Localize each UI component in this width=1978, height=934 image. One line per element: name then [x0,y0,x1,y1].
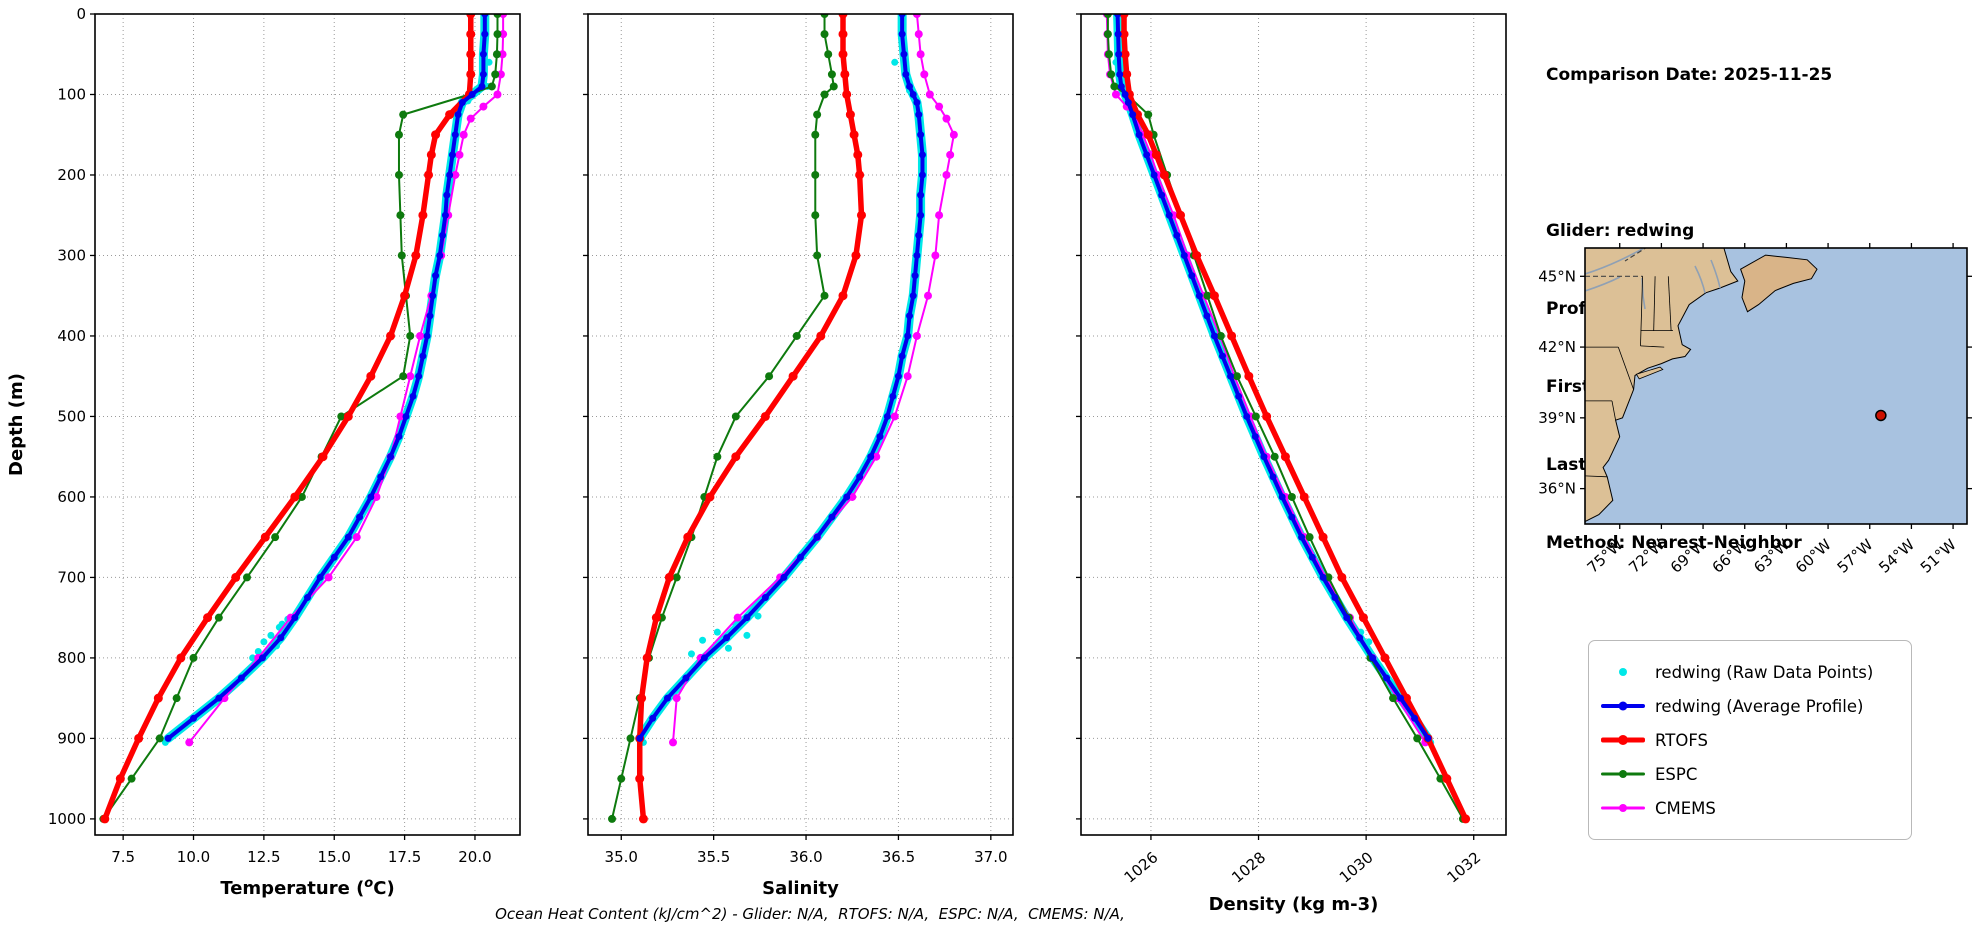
svg-text:15.0: 15.0 [318,848,351,866]
map-land-long-island [1635,366,1664,380]
legend-label: redwing (Average Profile) [1655,696,1864,716]
map-land-mainland [1585,248,1739,523]
profile-charts: 7.5 10.0 12.5 15.0 17.5 20.0 0 100 200 300 400 500 6… [6,5,1507,915]
svg-text:17.5: 17.5 [388,848,421,866]
panel-salinity: 35.0 35.5 36.0 36.5 37.0 Salinity [583,13,1014,899]
axes-frame [1080,13,1507,836]
gridlines [95,13,520,835]
legend-label: CMEMS [1655,798,1716,818]
panel-temperature: 7.5 10.0 12.5 15.0 17.5 20.0 0 100 200 300 400 500 6… [48,5,521,899]
svg-text:900: 900 [57,729,86,747]
legend-label: RTOFS [1655,730,1709,750]
ohc-caption: Ocean Heat Content (kJ/cm^2) - Glider: N… [495,905,1125,923]
svg-text:1028: 1028 [1228,848,1269,886]
glider-name: Glider: redwing [1546,221,1695,241]
svg-text:35.5: 35.5 [697,848,730,866]
legend-label: redwing (Raw Data Points) [1655,662,1874,682]
series-group [1102,14,1471,824]
cmems-line-marker-icon [1599,797,1647,819]
legend-label: ESPC [1655,764,1698,784]
svg-text:1030: 1030 [1336,848,1377,886]
info-blank-line [1546,140,1832,166]
legend-item-espc: ESPC [1599,757,1901,791]
svg-text:39°N: 39°N [1538,409,1576,427]
average-line-marker-icon [1599,695,1647,717]
svg-text:69°W: 69°W [1667,535,1710,576]
series-redwing-average-profile- [164,14,489,742]
series-redwing-average-profile- [1114,14,1432,742]
legend-item-cmems: CMEMS [1599,791,1901,825]
series-cmems [669,14,958,747]
axis-ticks: 7.5 10.0 12.5 15.0 17.5 20.0 0 100 200 300 400 500 6… [48,5,492,866]
legend-item-average: redwing (Average Profile) [1599,689,1901,723]
rtofs-line-marker-icon [1599,729,1647,751]
series-group [608,14,958,824]
chart-legend: redwing (Raw Data Points) redwing (Avera… [1588,640,1912,840]
glider-position-marker [1875,409,1887,422]
legend-item-rtofs: RTOFS [1599,723,1901,757]
svg-text:700: 700 [57,568,86,586]
series-redwing-average-profile- [636,14,926,742]
svg-text:100: 100 [57,85,86,103]
svg-text:200: 200 [57,166,86,184]
map-state-borders [1585,276,1673,478]
svg-text:1032: 1032 [1443,848,1484,886]
svg-text:36.0: 36.0 [789,848,822,866]
svg-text:35.0: 35.0 [605,848,638,866]
x-axis-label: Density (kg m-3) [1209,894,1379,915]
series-group [99,14,508,824]
axes-frame [587,13,1014,836]
location-map: 45°N 42°N 39°N 36°N 75°W72°W69°W66°W63°W60°W… [1538,243,1972,577]
x-axis-label: Salinity [762,878,839,899]
svg-text:600: 600 [57,488,86,506]
svg-text:66°W: 66°W [1709,535,1752,576]
svg-text:400: 400 [57,327,86,345]
comparison-date: Comparison Date: 2025-11-25 [1546,65,1833,85]
map-frame [1584,247,1968,525]
svg-text:51°W: 51°W [1917,535,1960,576]
panel-density: 1026 1028 1030 1032 Density (kg m-3) [1076,13,1507,915]
svg-text:57°W: 57°W [1834,535,1877,576]
svg-text:10.0: 10.0 [177,848,210,866]
svg-text:12.5: 12.5 [247,848,280,866]
svg-text:60°W: 60°W [1792,535,1835,576]
method: Method: Nearest-Neighbor [1546,533,1802,553]
espc-line-marker-icon [1599,763,1647,785]
svg-text:63°W: 63°W [1750,535,1793,576]
svg-text:1000: 1000 [48,810,86,828]
svg-text:7.5: 7.5 [111,848,135,866]
svg-text:20.0: 20.0 [458,848,491,866]
svg-text:36°N: 36°N [1538,480,1576,498]
map-land-nova-scotia [1739,254,1818,313]
legend-item-raw: redwing (Raw Data Points) [1599,655,1901,689]
svg-text:500: 500 [57,407,86,425]
y-axis-label: Depth (m) [6,373,27,476]
svg-text:72°W: 72°W [1625,535,1668,576]
svg-text:36.5: 36.5 [882,848,915,866]
svg-text:75°W: 75°W [1584,535,1627,576]
x-axis-label: Temperature (oC) [220,876,394,899]
map-border-dashed-2 [1624,248,1647,262]
series-rtofs [1119,14,1471,824]
svg-text:800: 800 [57,649,86,667]
svg-text:42°N: 42°N [1538,338,1576,356]
svg-text:45°N: 45°N [1538,267,1576,285]
svg-text:54°W: 54°W [1875,535,1918,576]
axes-frame [94,13,521,836]
svg-text:0: 0 [76,5,86,23]
svg-text:300: 300 [57,246,86,264]
svg-text:1026: 1026 [1121,848,1162,886]
svg-text:37.0: 37.0 [974,848,1007,866]
axis-ticks: 35.0 35.5 36.0 36.5 37.0 [583,13,1008,866]
raw-scatter-marker-icon [1599,661,1647,683]
